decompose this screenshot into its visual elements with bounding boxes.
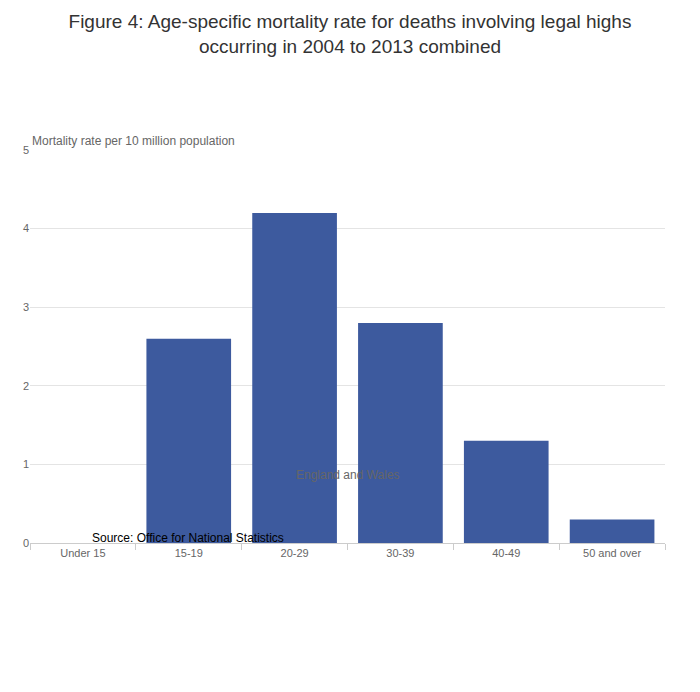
svg-text:Mortality rate per 10 million: Mortality rate per 10 million population: [32, 134, 235, 148]
svg-text:1: 1: [23, 458, 29, 470]
svg-text:Figure 4: Age-specific mortali: Figure 4: Age-specific mortality rate fo…: [69, 11, 632, 57]
svg-text:2: 2: [23, 380, 29, 392]
svg-text:20-29: 20-29: [281, 547, 309, 559]
svg-text:Source: Office for National St: Source: Office for National Statistics: [92, 531, 284, 545]
svg-text:40-49: 40-49: [492, 547, 520, 559]
svg-text:50 and over: 50 and over: [583, 547, 641, 559]
svg-text:5: 5: [23, 144, 29, 156]
svg-text:3: 3: [23, 301, 29, 313]
svg-text:0: 0: [23, 537, 29, 549]
svg-text:30-39: 30-39: [386, 547, 414, 559]
svg-text:15-19: 15-19: [175, 547, 203, 559]
svg-text:Under 15: Under 15: [60, 547, 105, 559]
svg-text:4: 4: [23, 222, 29, 234]
svg-text:England and Wales: England and Wales: [296, 468, 400, 482]
